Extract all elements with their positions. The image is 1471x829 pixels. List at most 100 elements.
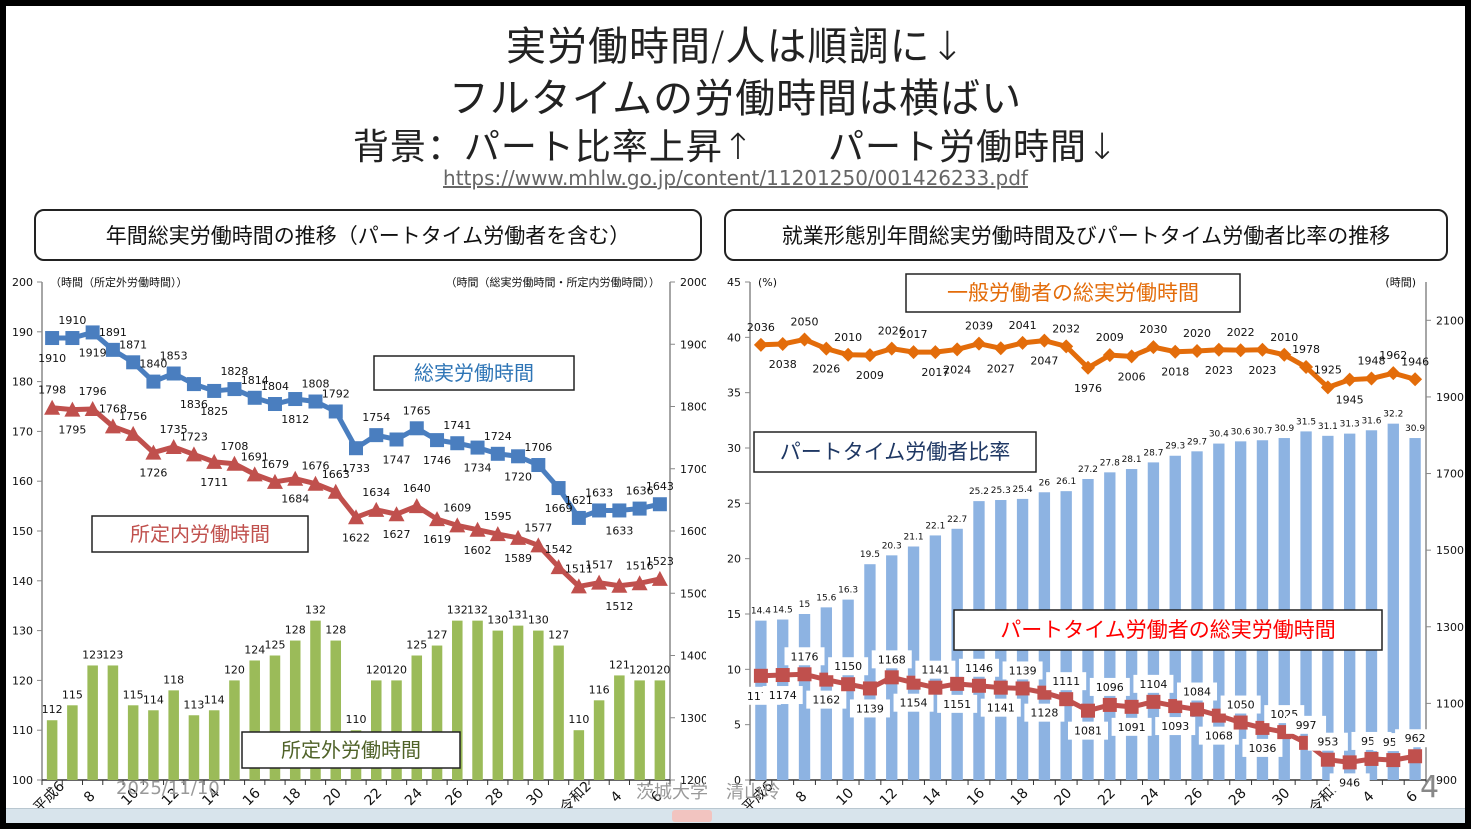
line-point (207, 383, 222, 398)
line-value-label: 1925 (1314, 363, 1342, 376)
data-label-bg (937, 694, 978, 713)
line-value-label: 1542 (545, 543, 573, 556)
right-y-tick-label: 1300 (1436, 621, 1464, 634)
line-value-label: 2050 (791, 315, 819, 328)
right-y-tick-label: 1900 (680, 338, 706, 351)
line-value-label: 1176 (791, 650, 819, 663)
line-point (971, 678, 986, 693)
x-tick-label: 8 (793, 788, 811, 806)
legend-label: 総実労働時間 (414, 361, 534, 385)
bar-value-label: 118 (163, 673, 184, 686)
taskbar-button[interactable] (672, 810, 712, 822)
line-value-label: 1711 (200, 476, 228, 489)
line-value-label: 1948 (1357, 355, 1385, 368)
left-y-tick-label: 0 (734, 774, 741, 787)
data-label-bg (1286, 715, 1327, 734)
bar (929, 535, 942, 780)
data-label-bg (1242, 738, 1283, 757)
line-point (287, 470, 304, 486)
line-point (1190, 343, 1205, 358)
line-point (1364, 371, 1379, 386)
bar-value-label: 22.7 (947, 515, 967, 525)
data-label-bg (1220, 695, 1261, 714)
bar (67, 705, 78, 780)
line-value-label: 1516 (626, 559, 654, 572)
line-point (1342, 755, 1357, 770)
bar-value-label: 130 (528, 614, 549, 627)
line-point (266, 473, 283, 489)
line-point (550, 559, 567, 575)
left-y-tick-label: 170 (12, 425, 33, 438)
line-point (450, 436, 465, 451)
data-label-bg (1046, 672, 1087, 691)
line-point (430, 433, 445, 448)
line-value-label: 1871 (119, 338, 147, 351)
line-value-label: 1720 (504, 470, 532, 483)
line-value-label: 2023 (1205, 364, 1233, 377)
right-y-tick-label: 1400 (680, 650, 706, 663)
bar-value-label: 29.3 (1165, 442, 1185, 452)
source-link[interactable]: https://www.mhlw.go.jp/content/11201250/… (443, 166, 1028, 190)
line-value-label: 1676 (301, 460, 329, 473)
x-tick-label: 30 (524, 785, 548, 809)
line-point (1124, 349, 1139, 364)
x-tick-label: 22 (361, 785, 385, 809)
x-tick-label: 18 (1008, 785, 1032, 809)
line-value-label: 1141 (987, 702, 1015, 715)
bar-value-label: 114 (204, 693, 225, 706)
x-tick-label: 28 (483, 785, 507, 809)
line-point (389, 432, 404, 447)
line-point (227, 382, 242, 397)
line-value-label: 1669 (545, 502, 573, 515)
line-value-label: 1812 (281, 413, 309, 426)
line-point (1015, 681, 1030, 696)
line-point (570, 578, 587, 594)
bar-value-label: 132 (467, 604, 488, 617)
line-value-label: 1910 (58, 314, 86, 327)
line-value-label: 1622 (342, 531, 370, 544)
bar-value-label: 14.4 (751, 607, 771, 617)
bar-value-label: 125 (406, 639, 427, 652)
line-value-label: 2026 (878, 325, 906, 338)
line-point (186, 377, 201, 392)
right-y-tick-label: 2000 (680, 276, 706, 289)
bar (411, 655, 423, 780)
line-value-label: 1836 (180, 398, 208, 411)
line-point (511, 449, 526, 464)
line-point (1168, 699, 1183, 714)
bar (168, 690, 179, 780)
data-label-bg (849, 699, 890, 718)
right-y-tick-label: 1500 (680, 587, 706, 600)
line-value-label: 2023 (1248, 364, 1276, 377)
bar-value-label: 121 (609, 658, 630, 671)
line-point (841, 347, 856, 362)
legend-label: 所定外労働時間 (281, 738, 421, 762)
line-value-label: 1825 (200, 405, 228, 418)
bar-value-label: 131 (508, 609, 529, 622)
right-y-tick-label: 1900 (1436, 391, 1464, 404)
bar-value-label: 120 (649, 663, 670, 676)
line-point (928, 345, 943, 360)
right-y-tick-label: 1800 (680, 401, 706, 414)
line-point (267, 397, 282, 412)
bar-value-label: 19.5 (860, 550, 880, 560)
bar (107, 665, 119, 780)
line-point (1320, 380, 1335, 395)
line-value-label: 2022 (1227, 326, 1255, 339)
line-value-label: 1684 (281, 493, 309, 506)
bar (46, 720, 58, 780)
left-y-tick-label: 45 (727, 276, 741, 289)
bar-value-label: 25.4 (1013, 485, 1033, 495)
bar (1409, 438, 1421, 780)
bar-value-label: 132 (305, 604, 326, 617)
line-point (327, 483, 344, 499)
line-value-label: 2009 (1096, 331, 1124, 344)
line-value-label: 2032 (1052, 322, 1080, 335)
line-value-label: 1733 (342, 462, 370, 475)
right-y-tick-label: 1200 (680, 774, 706, 787)
line-point (104, 418, 121, 434)
bar-value-label: 116 (589, 683, 610, 696)
line-value-label: 1723 (180, 430, 208, 443)
line-value-label: 1919 (79, 346, 107, 359)
line-point (388, 506, 405, 522)
